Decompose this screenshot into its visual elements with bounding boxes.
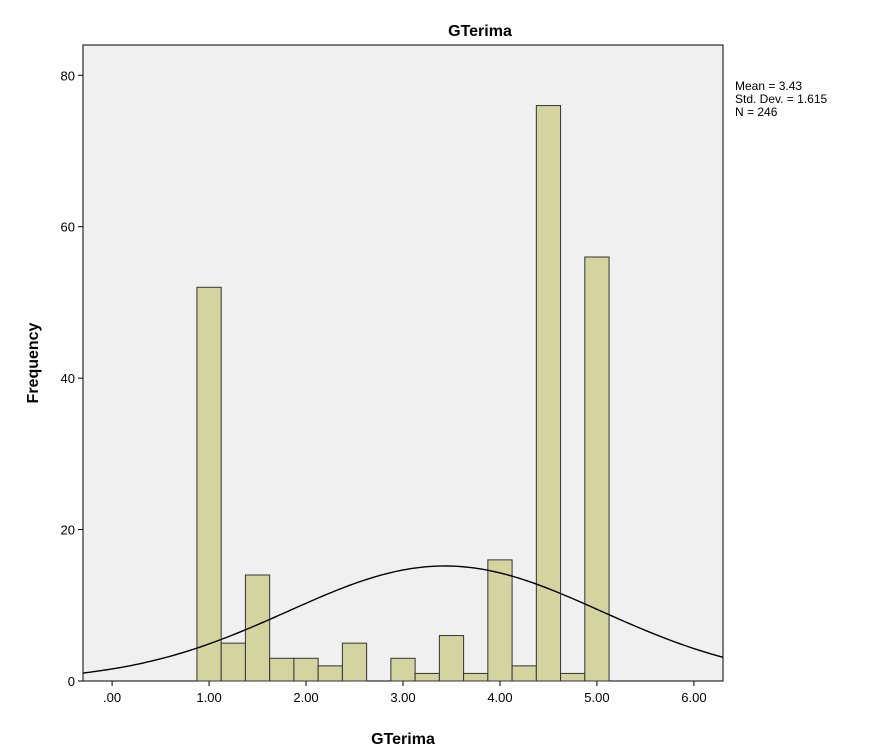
stat-n: N = 246 — [735, 105, 778, 119]
y-tick-label: 80 — [61, 68, 75, 83]
x-tick-label: 4.00 — [487, 690, 512, 705]
histogram-bar — [317, 665, 343, 682]
histogram-bar — [463, 672, 489, 682]
stats-box: Mean = 3.43 Std. Dev. = 1.615 N = 246 — [735, 80, 827, 119]
normal-curve — [82, 565, 724, 674]
y-tick-label: 20 — [61, 523, 75, 538]
x-tick-label: 6.00 — [681, 690, 706, 705]
histogram-bar — [220, 642, 246, 682]
x-tick-label: 1.00 — [196, 690, 221, 705]
y-tick-label: 0 — [68, 674, 75, 689]
histogram-bar — [196, 286, 222, 682]
histogram-bar — [293, 657, 319, 682]
histogram-bar — [560, 672, 586, 682]
histogram-bar — [535, 105, 562, 682]
x-tick-label: 3.00 — [390, 690, 415, 705]
x-tick-label: .00 — [103, 690, 121, 705]
y-axis-label: Frequency — [25, 322, 42, 403]
stat-std-dev: Std. Dev. = 1.615 — [735, 92, 828, 106]
plot-area — [82, 44, 724, 682]
histogram-bar — [584, 256, 610, 682]
histogram-bar — [341, 642, 368, 682]
x-axis-label: GTerima — [371, 731, 435, 748]
histogram-bar — [390, 657, 416, 682]
x-tick-label: 5.00 — [584, 690, 609, 705]
histogram-bar — [511, 665, 537, 682]
axes-group: .00 1.00 2.00 3.00 4.00 5.00 6.00 0 20 40 60 80 — [61, 68, 707, 705]
histogram-bar — [269, 657, 295, 682]
y-tick-label: 60 — [61, 220, 75, 235]
y-tick-label: 40 — [61, 371, 75, 386]
histogram-bar — [487, 559, 513, 682]
histogram-bar — [414, 672, 440, 682]
stat-mean: Mean = 3.43 — [735, 79, 803, 93]
bars-group — [196, 105, 610, 682]
histogram-bar — [438, 635, 465, 682]
x-tick-label: 2.00 — [293, 690, 318, 705]
chart-title: GTerima — [448, 23, 512, 40]
